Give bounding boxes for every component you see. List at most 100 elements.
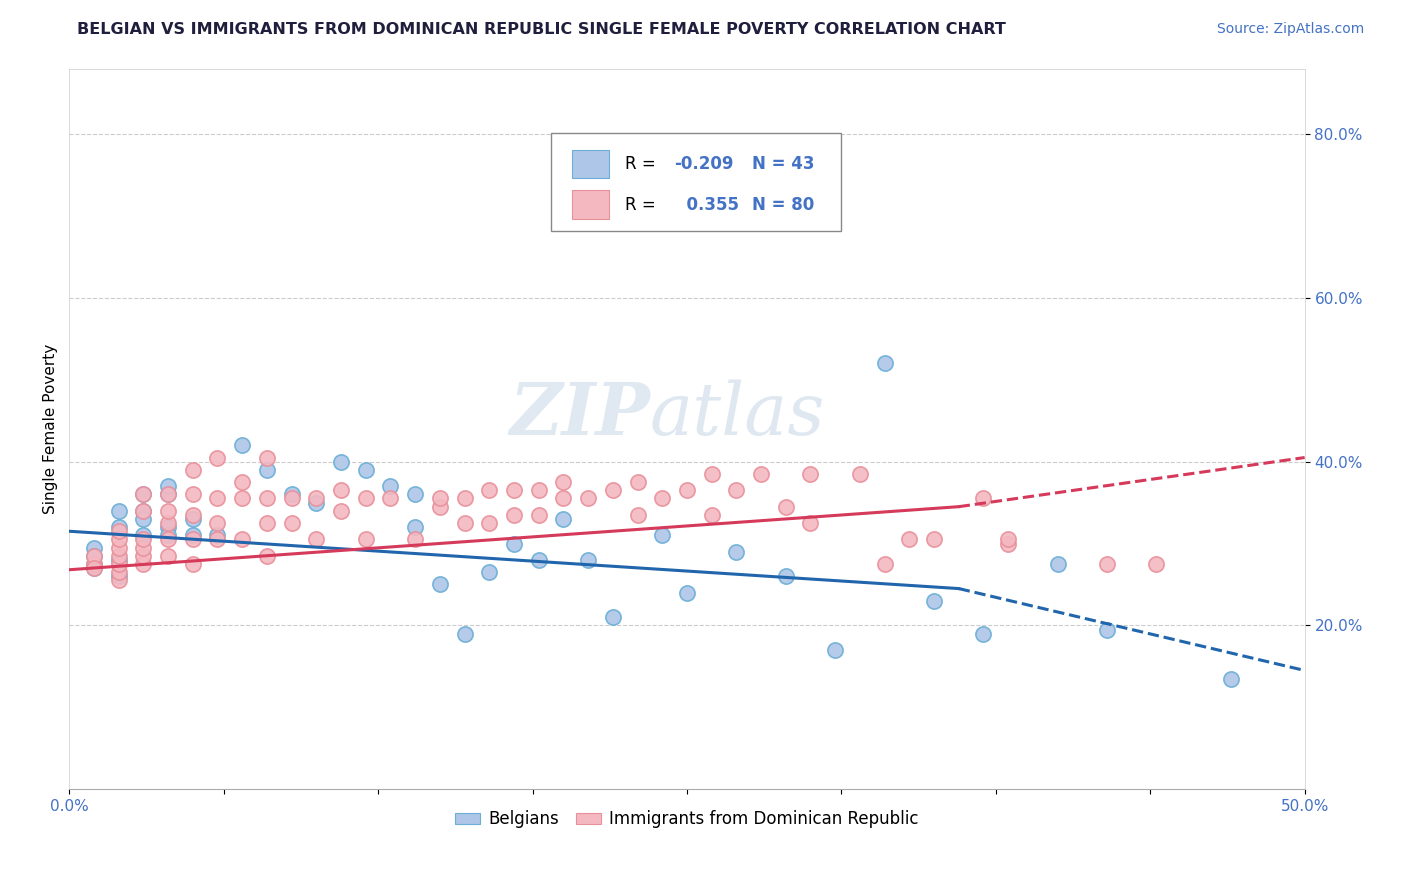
- Point: [1046, 557, 1069, 571]
- Point: [898, 533, 921, 547]
- Legend: Belgians, Immigrants from Dominican Republic: Belgians, Immigrants from Dominican Repu…: [449, 804, 925, 835]
- Text: Source: ZipAtlas.com: Source: ZipAtlas.com: [1216, 22, 1364, 37]
- Point: [503, 536, 526, 550]
- Point: [107, 541, 129, 555]
- Point: [380, 479, 402, 493]
- Point: [256, 463, 278, 477]
- Point: [83, 561, 105, 575]
- Point: [997, 536, 1019, 550]
- Point: [478, 483, 501, 498]
- Text: N = 80: N = 80: [752, 195, 814, 213]
- Point: [157, 533, 180, 547]
- Point: [527, 483, 550, 498]
- Point: [354, 533, 377, 547]
- Point: [799, 516, 821, 530]
- Text: ZIP: ZIP: [509, 379, 650, 450]
- Point: [404, 520, 426, 534]
- Point: [453, 491, 475, 506]
- Point: [626, 508, 648, 522]
- Point: [132, 541, 155, 555]
- Point: [132, 487, 155, 501]
- Point: [527, 508, 550, 522]
- Point: [83, 561, 105, 575]
- Point: [181, 533, 204, 547]
- Point: [503, 508, 526, 522]
- Point: [256, 450, 278, 465]
- Y-axis label: Single Female Poverty: Single Female Poverty: [44, 343, 58, 514]
- Point: [181, 463, 204, 477]
- Point: [231, 491, 253, 506]
- Point: [280, 487, 302, 501]
- Text: -0.209: -0.209: [675, 155, 734, 173]
- Point: [700, 467, 723, 481]
- Point: [181, 508, 204, 522]
- Point: [799, 467, 821, 481]
- Point: [107, 549, 129, 563]
- Text: BELGIAN VS IMMIGRANTS FROM DOMINICAN REPUBLIC SINGLE FEMALE POVERTY CORRELATION : BELGIAN VS IMMIGRANTS FROM DOMINICAN REP…: [77, 22, 1007, 37]
- Point: [207, 533, 229, 547]
- Point: [157, 479, 180, 493]
- Bar: [572, 190, 609, 219]
- Point: [972, 491, 994, 506]
- Point: [700, 508, 723, 522]
- Point: [132, 504, 155, 518]
- Text: N = 43: N = 43: [752, 155, 815, 173]
- Point: [157, 487, 180, 501]
- Point: [553, 491, 575, 506]
- Point: [503, 483, 526, 498]
- Point: [676, 585, 699, 599]
- Point: [157, 504, 180, 518]
- Point: [181, 512, 204, 526]
- Point: [83, 549, 105, 563]
- Point: [922, 533, 945, 547]
- Point: [83, 557, 105, 571]
- Point: [132, 487, 155, 501]
- Point: [527, 553, 550, 567]
- Point: [107, 557, 129, 571]
- Point: [157, 520, 180, 534]
- Point: [181, 557, 204, 571]
- Point: [280, 491, 302, 506]
- Point: [132, 557, 155, 571]
- Point: [157, 516, 180, 530]
- Point: [576, 553, 599, 567]
- Point: [354, 463, 377, 477]
- Point: [181, 487, 204, 501]
- Point: [404, 533, 426, 547]
- Text: R =: R =: [626, 195, 661, 213]
- Point: [553, 475, 575, 489]
- Point: [725, 545, 748, 559]
- Point: [824, 643, 846, 657]
- Point: [256, 516, 278, 530]
- Point: [749, 467, 772, 481]
- Point: [280, 516, 302, 530]
- Point: [873, 557, 896, 571]
- Point: [651, 491, 673, 506]
- Point: [132, 533, 155, 547]
- Point: [107, 504, 129, 518]
- Point: [602, 483, 624, 498]
- Point: [107, 553, 129, 567]
- Point: [453, 516, 475, 530]
- Point: [231, 533, 253, 547]
- Point: [997, 533, 1019, 547]
- Point: [330, 504, 353, 518]
- Point: [1144, 557, 1167, 571]
- Point: [107, 524, 129, 539]
- Point: [132, 512, 155, 526]
- Text: R =: R =: [626, 155, 661, 173]
- Point: [1219, 672, 1241, 686]
- Point: [429, 491, 451, 506]
- Point: [305, 495, 328, 509]
- Point: [626, 475, 648, 489]
- Point: [553, 512, 575, 526]
- Point: [83, 557, 105, 571]
- Point: [107, 533, 129, 547]
- Point: [676, 483, 699, 498]
- Point: [873, 356, 896, 370]
- Point: [305, 533, 328, 547]
- Point: [207, 491, 229, 506]
- Point: [256, 549, 278, 563]
- Point: [429, 500, 451, 514]
- Point: [207, 516, 229, 530]
